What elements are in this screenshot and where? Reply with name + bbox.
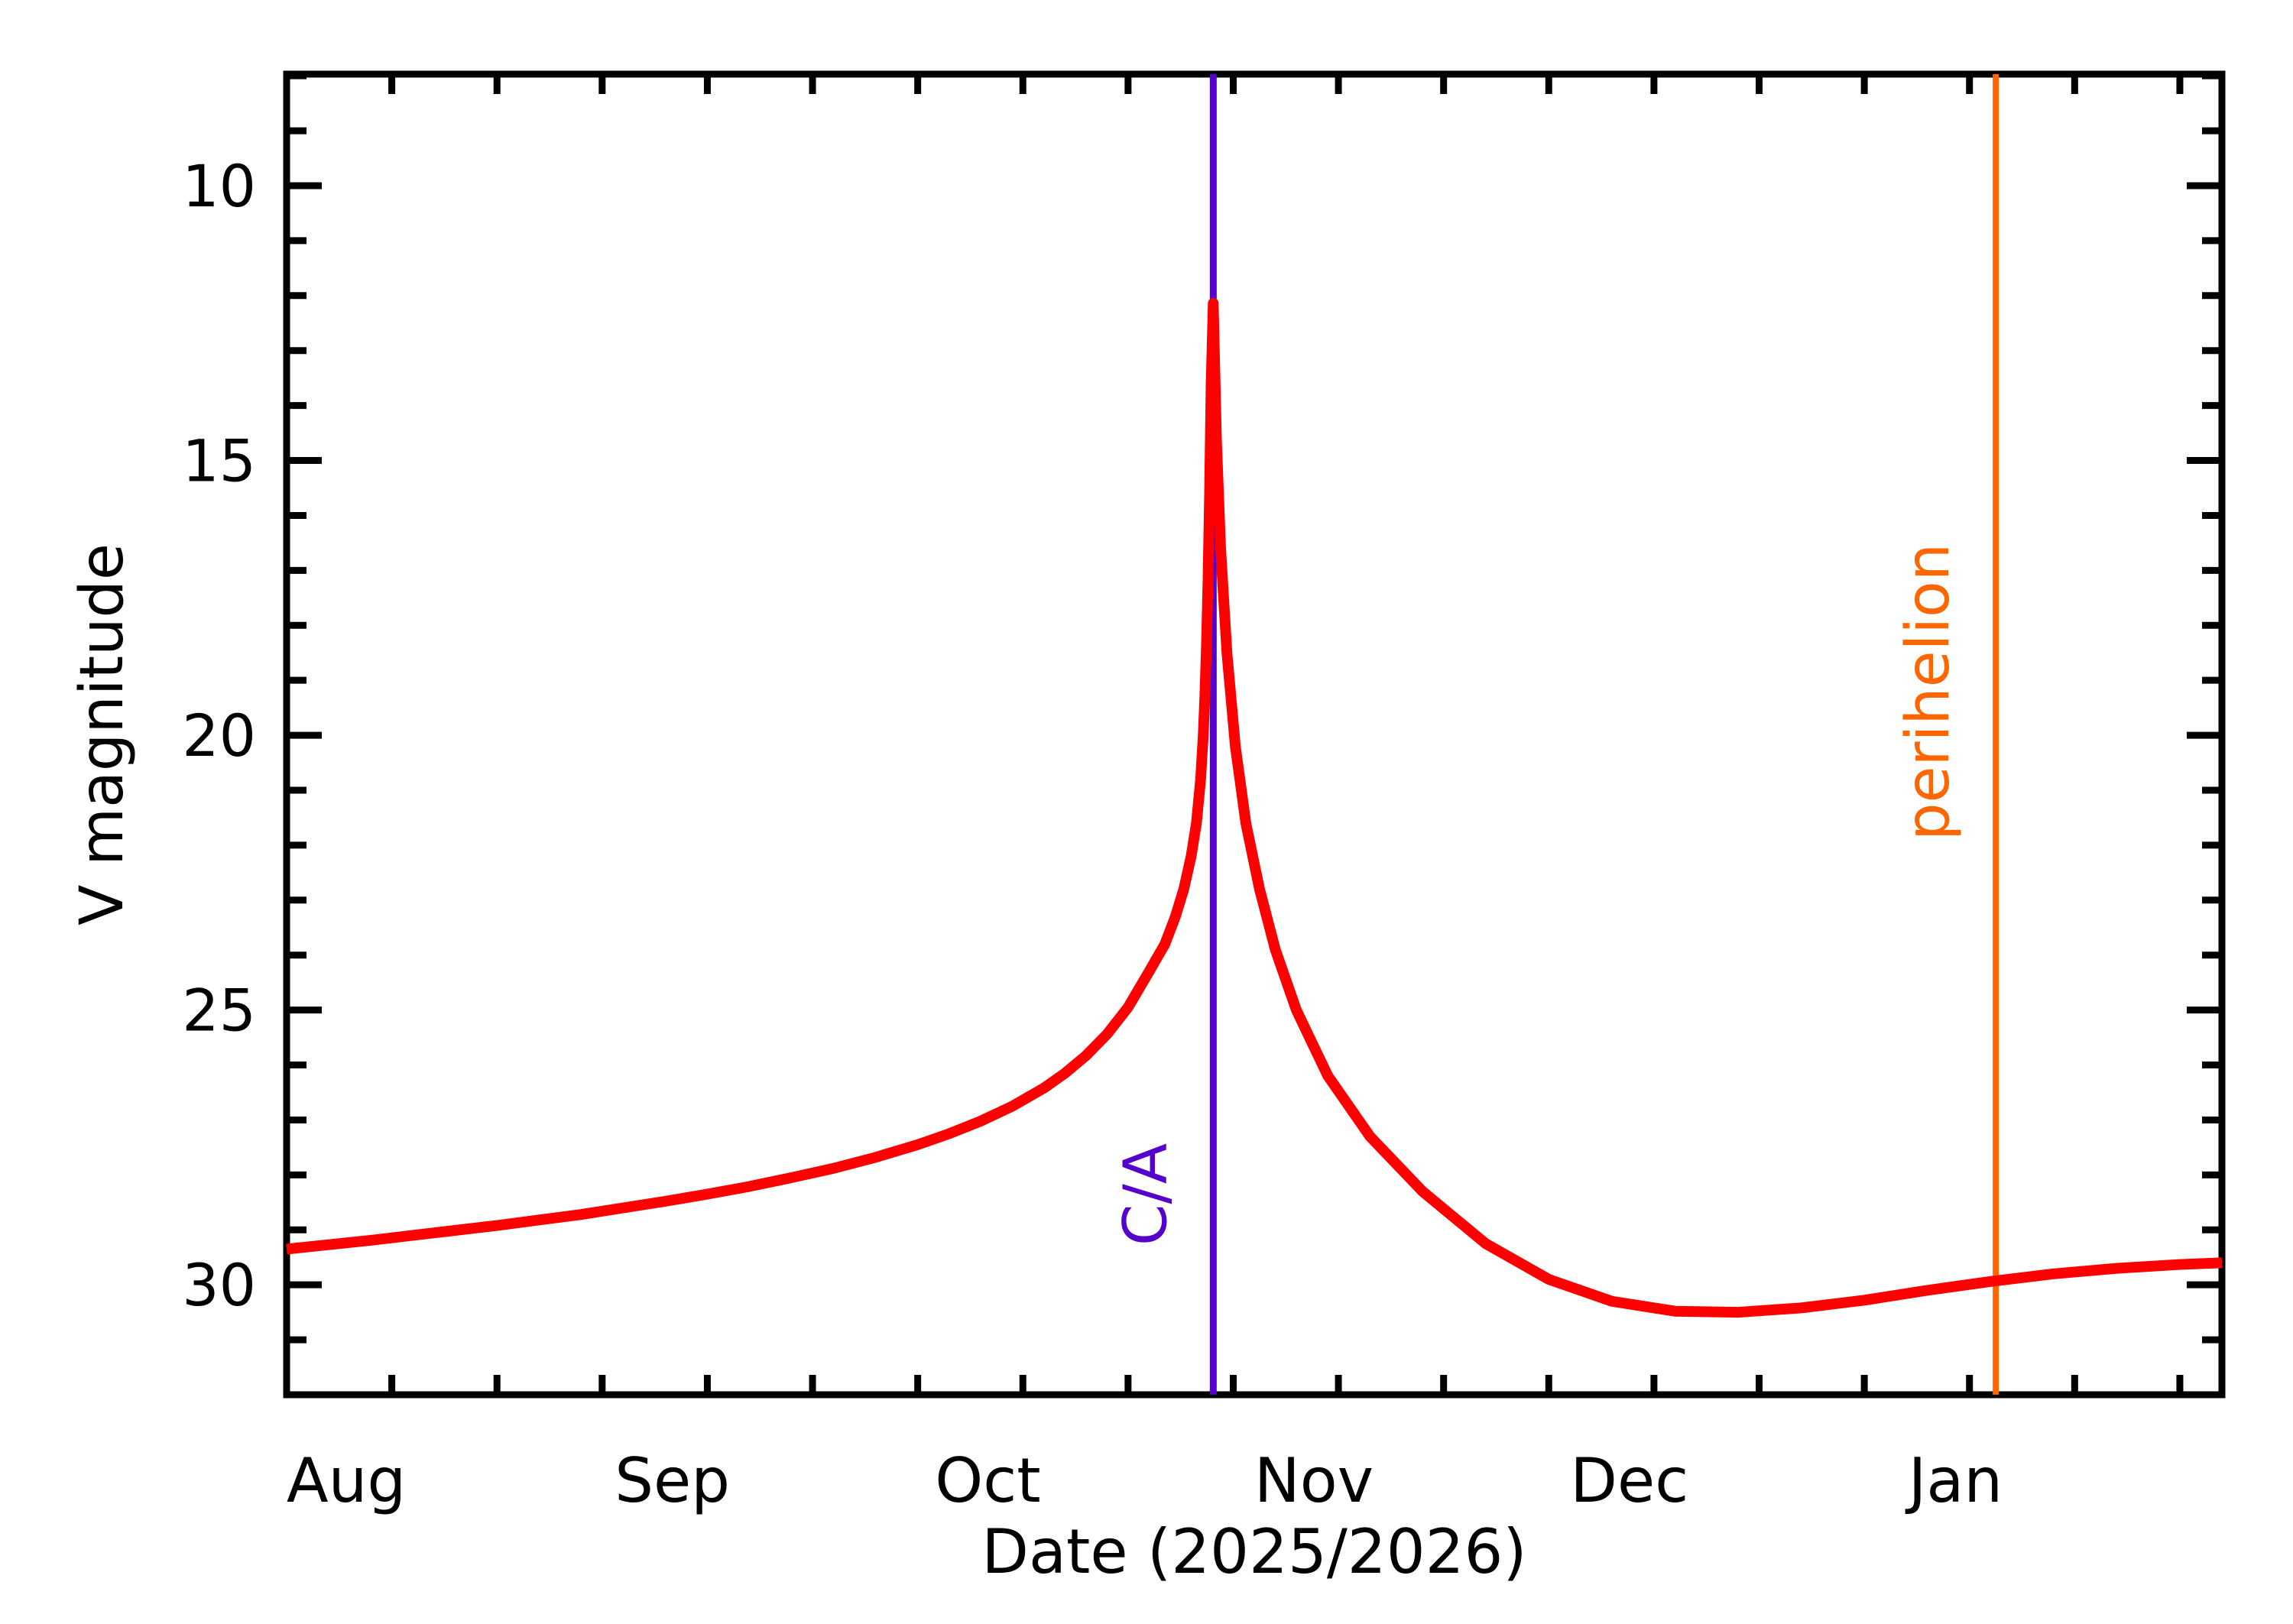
y-axis-title: V magnitude [68,543,137,925]
x-tick-label: Jan [1905,1445,2003,1516]
y-tick-label: 10 [182,152,256,220]
axis-ticks [287,72,2222,1395]
y-tick-labels: 10 15 20 25 30 [182,152,256,1319]
annotation-label-perihelion: perihelion [1894,543,1963,841]
x-tick-label: Sep [615,1445,730,1516]
y-tick-label: 15 [182,427,256,495]
y-tick-label: 30 [182,1251,256,1319]
x-axis-title: Date (2025/2026) [981,1516,1526,1587]
x-tick-label: Nov [1254,1445,1374,1516]
x-tick-labels: Aug Sep Oct Nov Dec Jan [287,1445,2003,1516]
data-series [286,297,2223,1318]
y-tick-label: 20 [182,702,256,770]
series-line [286,297,2223,1318]
annotation-lines [1209,74,1999,1395]
x-tick-label: Dec [1570,1445,1688,1516]
annotation-labels: C/A perihelion [1111,543,1963,1246]
annotation-label-close-approach: C/A [1111,1143,1180,1246]
x-tick-label: Aug [287,1445,406,1516]
y-tick-label: 25 [182,977,256,1045]
x-tick-label: Oct [935,1445,1040,1516]
